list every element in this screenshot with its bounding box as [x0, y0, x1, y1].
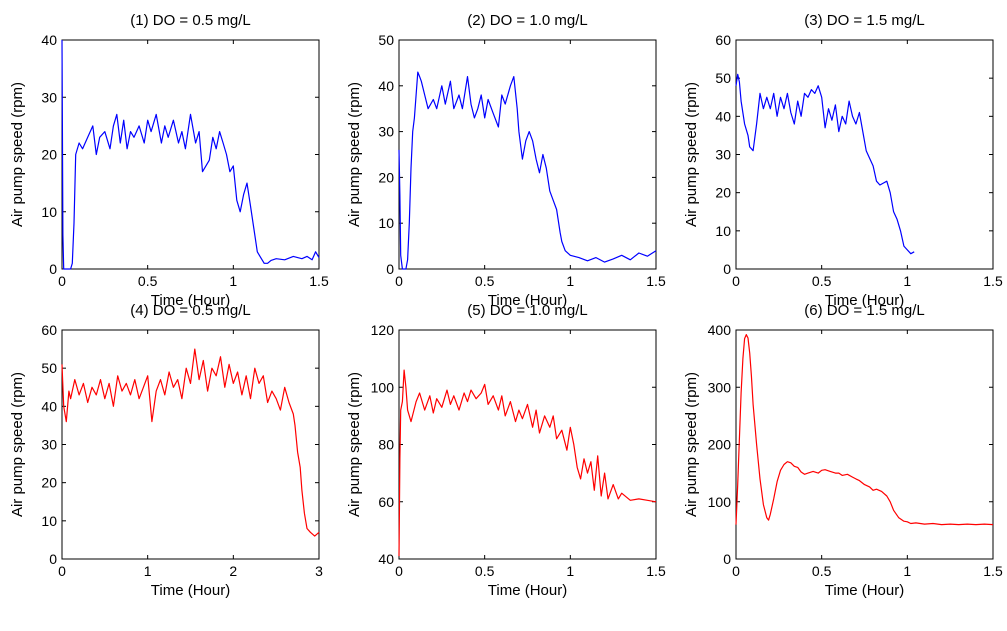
chart-title: (5) DO = 1.0 mg/L [467, 302, 587, 319]
x-tick-label: 0 [732, 273, 740, 289]
y-tick-label: 10 [715, 223, 731, 239]
x-tick-label: 1.5 [983, 563, 1003, 579]
plot-frame [61, 329, 320, 560]
x-tick-label: 1 [566, 273, 574, 289]
y-axis-label: Air pump speed (rpm) [683, 372, 700, 517]
y-tick-label: 20 [378, 169, 394, 185]
y-tick-label: 0 [723, 261, 731, 277]
y-tick-label: 20 [41, 475, 57, 491]
x-axis-label: Time (Hour) [488, 292, 567, 309]
y-tick-label: 40 [378, 78, 394, 94]
y-tick-label: 50 [41, 360, 57, 376]
x-tick-label: 1.5 [983, 273, 1003, 289]
subplot-3: 0 0.5 1 1.5 0 10 20 30 40 50 60 (3) DO = 1.5 mg/L Ti… [683, 12, 1003, 309]
x-tick-label: 2 [229, 563, 237, 579]
x-tick-label: 0 [58, 563, 66, 579]
x-tick-label: 1 [229, 273, 237, 289]
x-tick-label: 0 [395, 273, 403, 289]
y-tick-label: 30 [378, 124, 394, 140]
subplot-6: 0 0.5 1 1.5 0 100 200 300 400 (6) DO = 1.5 mg/L Ti… [683, 302, 1003, 599]
y-tick-label: 100 [708, 494, 732, 510]
y-tick-label: 40 [41, 32, 57, 48]
y-tick-label: 0 [49, 261, 57, 277]
y-tick-label: 50 [378, 32, 394, 48]
x-tick-label: 1.5 [646, 563, 666, 579]
series-line [61, 348, 320, 537]
x-tick-label: 1 [566, 563, 574, 579]
y-tick-label: 10 [41, 204, 57, 220]
plot-frame [735, 329, 994, 560]
plot-frame [398, 329, 657, 560]
y-axis-label: Air pump speed (rpm) [9, 372, 26, 517]
plot-frame [735, 39, 994, 270]
y-tick-label: 400 [708, 322, 732, 338]
x-tick-label: 0.5 [138, 273, 158, 289]
x-tick-label: 3 [315, 563, 323, 579]
chart-title: (2) DO = 1.0 mg/L [467, 12, 587, 29]
subplot-1: 0 0.5 1 1.5 0 10 20 30 40 (1) DO = 0.5 mg/L Time (… [9, 12, 329, 309]
y-tick-label: 300 [708, 379, 732, 395]
y-tick-label: 30 [715, 147, 731, 163]
series-line [735, 73, 915, 255]
x-tick-label: 1.5 [309, 273, 329, 289]
x-tick-label: 0.5 [475, 563, 495, 579]
y-tick-label: 20 [715, 185, 731, 201]
y-axis-label: Air pump speed (rpm) [683, 82, 700, 227]
x-tick-label: 0.5 [475, 273, 495, 289]
y-tick-label: 0 [49, 551, 57, 567]
y-tick-label: 80 [378, 437, 394, 453]
y-tick-label: 60 [41, 322, 57, 338]
x-tick-label: 0.5 [812, 563, 832, 579]
y-tick-label: 10 [378, 215, 394, 231]
subplot-2: 0 0.5 1 1.5 0 10 20 30 40 50 (2) DO = 1.0 mg/L Time… [346, 12, 666, 309]
subplot-5: 0 0.5 1 1.5 40 60 80 100 120 (5) DO = 1.0 mg/L Tim… [346, 302, 666, 599]
x-tick-label: 1 [144, 563, 152, 579]
series-line [398, 71, 657, 270]
y-tick-label: 60 [715, 32, 731, 48]
y-axis-label: Air pump speed (rpm) [346, 82, 363, 227]
series-line [398, 369, 657, 557]
x-tick-label: 0 [732, 563, 740, 579]
x-tick-label: 0.5 [812, 273, 832, 289]
series-line [735, 334, 994, 526]
y-tick-label: 120 [371, 322, 395, 338]
y-tick-label: 60 [378, 494, 394, 510]
x-axis-label: Time (Hour) [488, 582, 567, 599]
chart-title: (4) DO = 0.5 mg/L [130, 302, 250, 319]
y-tick-label: 20 [41, 147, 57, 163]
x-tick-label: 1.5 [646, 273, 666, 289]
x-axis-label: Time (Hour) [825, 292, 904, 309]
y-axis-label: Air pump speed (rpm) [346, 372, 363, 517]
y-tick-label: 0 [723, 551, 731, 567]
x-axis-label: Time (Hour) [825, 582, 904, 599]
plot-frame [398, 39, 657, 270]
y-tick-label: 40 [41, 398, 57, 414]
y-axis-label: Air pump speed (rpm) [9, 82, 26, 227]
chart-title: (6) DO = 1.5 mg/L [804, 302, 924, 319]
series-line [61, 39, 320, 270]
x-tick-label: 1 [903, 563, 911, 579]
x-axis-label: Time (Hour) [151, 292, 230, 309]
x-tick-label: 0 [58, 273, 66, 289]
chart-title: (3) DO = 1.5 mg/L [804, 12, 924, 29]
y-tick-label: 40 [715, 108, 731, 124]
chart-title: (1) DO = 0.5 mg/L [130, 12, 250, 29]
x-tick-label: 0 [395, 563, 403, 579]
y-tick-label: 50 [715, 70, 731, 86]
y-tick-label: 100 [371, 379, 395, 395]
y-tick-label: 0 [386, 261, 394, 277]
y-tick-label: 40 [378, 551, 394, 567]
x-tick-label: 1 [903, 273, 911, 289]
y-tick-label: 200 [708, 437, 732, 453]
y-tick-label: 30 [41, 89, 57, 105]
y-tick-label: 30 [41, 437, 57, 453]
x-axis-label: Time (Hour) [151, 582, 230, 599]
plot-frame [61, 39, 320, 270]
y-tick-label: 10 [41, 513, 57, 529]
